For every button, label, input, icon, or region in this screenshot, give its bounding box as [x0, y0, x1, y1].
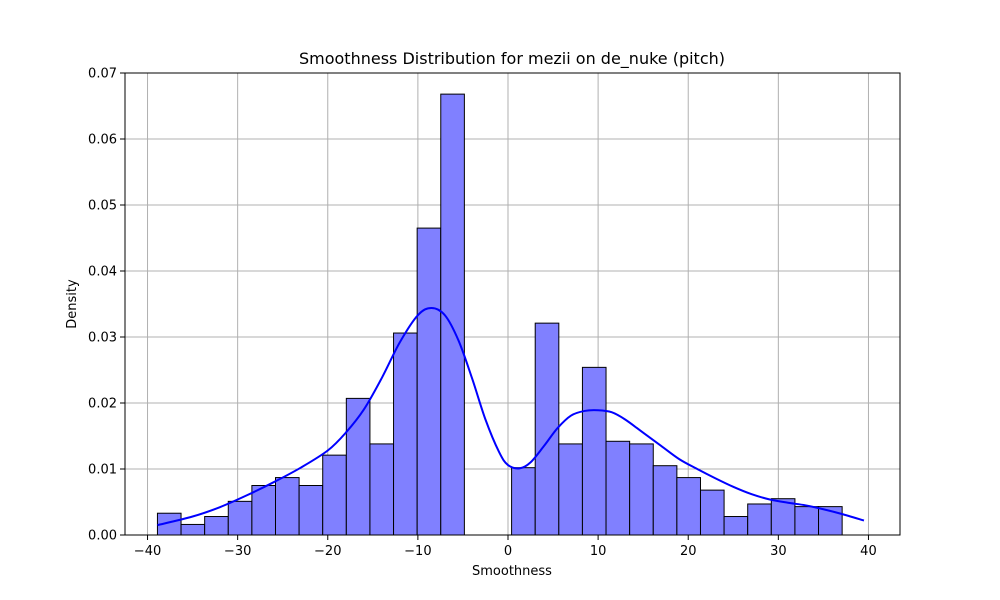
kde-curve [157, 306, 865, 527]
x-tick-label: −10 [404, 544, 431, 559]
x-tick-label: −30 [224, 544, 251, 559]
x-tick-label: 10 [590, 544, 607, 559]
histogram-bar [227, 500, 253, 536]
histogram-bar [652, 465, 678, 536]
y-tick-label: 0.04 [88, 265, 117, 280]
histogram-bar [416, 227, 442, 536]
histogram-bars [156, 93, 843, 536]
x-tick-label: −40 [134, 544, 161, 559]
histogram-bar [676, 477, 701, 536]
kde-curve-layer [157, 306, 865, 527]
histogram-bar [322, 454, 347, 536]
plot-frame [124, 72, 901, 536]
histogram-bar [558, 443, 583, 536]
histogram-bar [581, 366, 607, 536]
y-tick-label: 0.02 [88, 397, 117, 412]
grid [125, 72, 900, 536]
y-tick-label: 0.06 [88, 133, 117, 148]
histogram-bar [699, 489, 725, 536]
histogram-bar [369, 443, 395, 536]
x-tick-label: 40 [860, 544, 877, 559]
x-tick-label: −20 [314, 544, 341, 559]
histogram-bar [180, 523, 206, 536]
y-axis-label: Density [65, 279, 80, 329]
histogram-bar [251, 485, 276, 536]
x-axis-label: Smoothness [472, 564, 552, 579]
y-tick-label: 0.03 [88, 331, 117, 346]
histogram-bar [393, 332, 418, 536]
histogram-bar [605, 440, 631, 536]
y-tick-label: 0.07 [88, 67, 117, 82]
histogram-bar [723, 516, 749, 536]
x-tick-label: 0 [504, 544, 512, 559]
histogram-bar [629, 443, 654, 536]
y-tick-label: 0.01 [88, 463, 117, 478]
histogram-bar [511, 467, 536, 536]
x-axis-ticks: −40 −30 −20 −10 0 10 20 30 40 [134, 535, 877, 559]
histogram-bar [204, 516, 229, 536]
histogram-bar [794, 506, 820, 536]
histogram-bar [747, 503, 772, 536]
y-tick-label: 0.05 [88, 199, 117, 214]
histogram-bar [534, 322, 560, 536]
x-tick-label: 30 [770, 544, 787, 559]
y-axis-ticks: 0.00 0.01 0.02 0.03 0.04 0.05 0.06 0.07 [88, 67, 125, 544]
histogram-bar [298, 485, 324, 536]
y-tick-label: 0.00 [88, 529, 117, 544]
x-tick-label: 20 [680, 544, 697, 559]
chart-title: Smoothness Distribution for mezii on de_… [299, 49, 725, 69]
histogram-bar [274, 477, 300, 536]
